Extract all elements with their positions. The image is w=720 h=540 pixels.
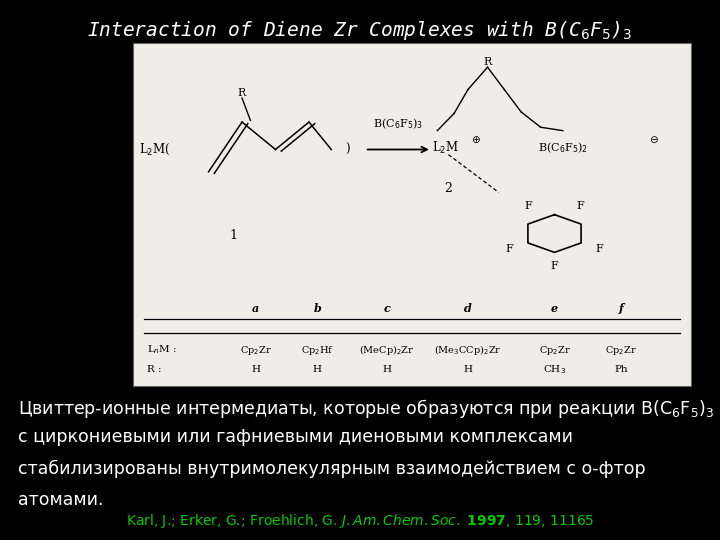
Text: CH$_3$: CH$_3$ bbox=[543, 363, 566, 376]
Text: Interaction of Diene Zr Complexes with B(C$_6$F$_5$)$_3$: Interaction of Diene Zr Complexes with B… bbox=[87, 19, 633, 42]
Text: 1: 1 bbox=[230, 229, 238, 242]
Text: H: H bbox=[464, 365, 472, 374]
Text: R: R bbox=[483, 57, 492, 67]
Text: Cp$_2$Zr: Cp$_2$Zr bbox=[606, 343, 637, 356]
Text: F: F bbox=[551, 261, 559, 271]
Text: стабилизированы внутримолекулярным взаимодействием с о-фтор: стабилизированы внутримолекулярным взаим… bbox=[18, 460, 646, 478]
Text: F: F bbox=[595, 245, 603, 254]
Text: Cp$_2$Hf: Cp$_2$Hf bbox=[301, 343, 334, 356]
Text: F: F bbox=[505, 245, 513, 254]
Text: (Me$_3$CCp)$_2$Zr: (Me$_3$CCp)$_2$Zr bbox=[434, 343, 502, 357]
Text: H: H bbox=[382, 365, 392, 374]
Text: R: R bbox=[238, 88, 246, 98]
Text: атомами.: атомами. bbox=[18, 491, 104, 509]
Text: L$_2$M: L$_2$M bbox=[432, 140, 459, 156]
Text: 2: 2 bbox=[444, 183, 452, 195]
Text: H: H bbox=[251, 365, 261, 374]
Text: a: a bbox=[252, 303, 260, 314]
Text: Ph: Ph bbox=[615, 365, 629, 374]
Text: L$_2$M(: L$_2$M( bbox=[139, 142, 170, 157]
FancyBboxPatch shape bbox=[133, 43, 691, 386]
Text: R :: R : bbox=[147, 365, 162, 374]
Text: B(C$_6$F$_5$)$_2$: B(C$_6$F$_5$)$_2$ bbox=[538, 140, 588, 155]
Text: Cp$_2$Zr: Cp$_2$Zr bbox=[240, 343, 272, 356]
Text: Cp$_2$Zr: Cp$_2$Zr bbox=[539, 343, 570, 356]
Text: L$_n$M :: L$_n$M : bbox=[147, 343, 177, 356]
Text: ): ) bbox=[346, 143, 350, 156]
Text: c: c bbox=[384, 303, 390, 314]
Text: d: d bbox=[464, 303, 472, 314]
Text: с циркониевыми или гафниевыми диеновыми комплексами: с циркониевыми или гафниевыми диеновыми … bbox=[18, 428, 573, 446]
Text: Цвиттер-ионные интермедиаты, которые образуются при реакции B(C$_6$F$_5$)$_3$: Цвиттер-ионные интермедиаты, которые обр… bbox=[18, 397, 714, 420]
Text: e: e bbox=[551, 303, 558, 314]
Text: H: H bbox=[313, 365, 322, 374]
Text: B(C$_6$F$_5$)$_3$: B(C$_6$F$_5$)$_3$ bbox=[373, 117, 423, 131]
Text: Karl, J.; Erker, G.; Froehlich, G. $\it{J. Am. Chem. Soc.}$ $\bf{1997}$, $\it{11: Karl, J.; Erker, G.; Froehlich, G. $\it{… bbox=[126, 512, 594, 530]
Text: $\ominus$: $\ominus$ bbox=[649, 134, 659, 145]
Text: F: F bbox=[525, 201, 532, 211]
Text: b: b bbox=[313, 303, 321, 314]
Text: F: F bbox=[577, 201, 585, 211]
Text: f: f bbox=[619, 303, 624, 314]
Text: (MeCp)$_2$Zr: (MeCp)$_2$Zr bbox=[359, 343, 415, 357]
Text: $\oplus$: $\oplus$ bbox=[471, 134, 480, 145]
